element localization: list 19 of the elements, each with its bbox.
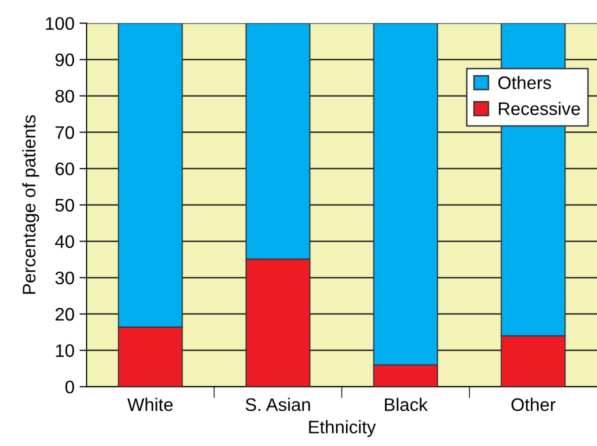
x-axis-title: Ethnicity xyxy=(309,420,376,438)
x-tick-label: Other xyxy=(511,398,556,412)
y-tick-label: 80 xyxy=(55,90,74,103)
y-tick-label: 0 xyxy=(65,380,74,394)
legend-label: Others xyxy=(498,76,551,90)
y-tick-label: 10 xyxy=(56,344,74,358)
y-tick-label: 30 xyxy=(55,272,74,284)
y-tick-label: 100 xyxy=(46,17,74,30)
y-tick-label: 40 xyxy=(55,235,74,248)
x-tick-label: Black xyxy=(384,398,428,412)
x-tick-label: S. Asian xyxy=(246,398,310,412)
y-tick-label: 20 xyxy=(56,308,74,321)
y-axis-title: Percentage of patients xyxy=(22,115,40,294)
y-tick-label: 50 xyxy=(55,198,74,212)
y-tick-label: 90 xyxy=(56,53,74,66)
y-tick-label: 70 xyxy=(56,126,74,139)
y-tick-label: 60 xyxy=(56,162,74,176)
x-tick-label: White xyxy=(127,398,173,412)
legend-label: Recessive xyxy=(498,102,580,116)
